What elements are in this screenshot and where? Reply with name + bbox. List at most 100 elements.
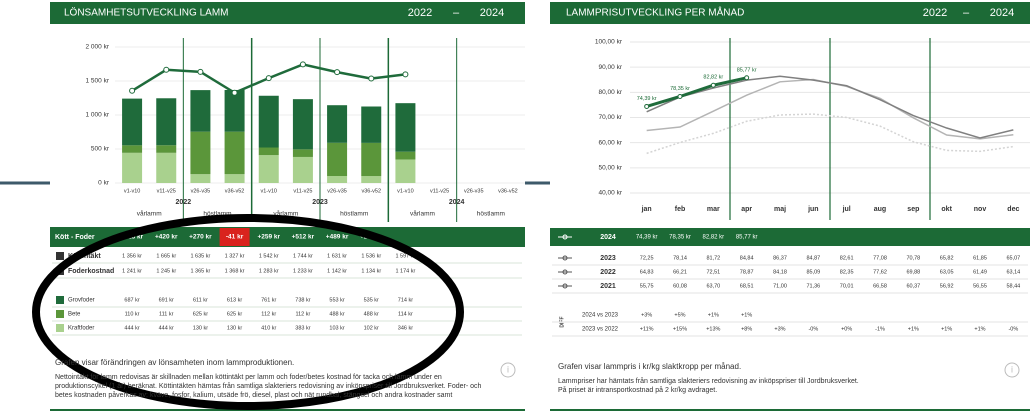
- line-point: [710, 82, 716, 88]
- charts: 0 kr 500 kr 1 000 kr 1 500 kr 2 000 kr v1-v10…: [50, 38, 1030, 337]
- table-cell: 1 356 kr: [122, 253, 142, 259]
- table-cell: +11%: [640, 326, 654, 332]
- table-cell: 1 327 kr: [225, 253, 245, 259]
- x-tick-label: jan: [641, 206, 652, 213]
- table-header: Kött - Foder: [55, 234, 95, 241]
- table-cell: 444 kr: [159, 325, 174, 331]
- x-tick-label: v11-v25: [293, 188, 312, 194]
- table-cell: 63,14: [1006, 269, 1020, 275]
- note-line: På priset är intransportkostnad på 2 kr/…: [558, 387, 718, 394]
- data-label: 85,77 kr: [737, 67, 757, 73]
- table-cell: 84,87: [806, 255, 820, 261]
- table-cell: 1 368 kr: [225, 268, 245, 274]
- y-tick-label: 1 000 kr: [86, 112, 110, 119]
- line-point: [163, 66, 170, 73]
- bar-segment: [190, 131, 211, 175]
- table-cell: 738 kr: [295, 297, 310, 303]
- table-cell: 64,83: [640, 269, 654, 275]
- bar-segment: [292, 156, 313, 183]
- row-icon: [562, 283, 568, 289]
- note-title: Grafen visar förändringen av lönsamheten…: [55, 358, 295, 367]
- line-point: [368, 75, 375, 82]
- bar-segment: [258, 95, 279, 148]
- y-tick-label: 50,00 kr: [599, 165, 623, 172]
- info-icon[interactable]: [1004, 362, 1020, 378]
- bar-segment: [395, 103, 416, 152]
- table-cell: 410 kr: [261, 325, 276, 331]
- table-cell: 625 kr: [193, 311, 208, 317]
- x-tick-label: nov: [974, 206, 987, 213]
- bar-segment: [361, 142, 382, 177]
- row-swatch: [56, 324, 64, 332]
- x-tick-label: v26-v35: [191, 188, 211, 194]
- table-cell: 72,25: [640, 255, 654, 261]
- table-cell: 130 kr: [193, 325, 208, 331]
- x-tick-label: v11-v25: [157, 188, 176, 194]
- table-cell: 55,75: [640, 283, 654, 289]
- table-cell: 56,92: [940, 283, 954, 289]
- note-text: Nettointäkt för lamm redovisas är skilln…: [55, 374, 482, 399]
- x-tick-label: dec: [1007, 206, 1019, 213]
- year-from: 2022: [408, 7, 432, 19]
- table-cell: 625 kr: [227, 311, 242, 317]
- info-icon[interactable]: [500, 362, 516, 378]
- row-swatch: [56, 296, 64, 304]
- x-tick-label: sep: [907, 206, 919, 213]
- table-cell: 66,58: [873, 283, 887, 289]
- bar-segment: [361, 106, 382, 143]
- season-label: vårlamm: [410, 210, 435, 218]
- x-tick-label: v36-v52: [225, 188, 245, 194]
- table-cell: +5%: [674, 312, 685, 318]
- table-cell: 102 kr: [364, 325, 379, 331]
- table-cell: +1%: [741, 312, 752, 318]
- table-cell: 103 kr: [329, 325, 344, 331]
- table-cell: 613 kr: [227, 297, 242, 303]
- info-icon-glyph: i: [1011, 364, 1013, 374]
- left-note: Grafen visar förändringen av lönsamheten…: [55, 358, 495, 400]
- net-cell: +259 kr: [257, 234, 280, 241]
- table-cell: +8%: [741, 326, 752, 332]
- table-cell: 1 283 kr: [259, 268, 279, 274]
- table-cell: +15%: [673, 326, 687, 332]
- bar-segment: [361, 176, 382, 183]
- table-cell: 1 174 kr: [395, 268, 415, 274]
- note-title: Grafen visar lammpris i kr/kg slaktkropp…: [558, 362, 742, 371]
- table-cell: 1 536 kr: [361, 253, 381, 259]
- table-cell: 553 kr: [329, 297, 344, 303]
- table-cell: 691 kr: [159, 297, 174, 303]
- table-cell: -0%: [808, 326, 818, 332]
- panel-title: LÖNSAMHETSUTVECKLING LAMM: [64, 7, 228, 19]
- x-tick-label: v1-v10: [260, 188, 277, 194]
- table-cell: 85,77 kr: [736, 235, 758, 241]
- x-tick-label: v36-v52: [498, 188, 518, 194]
- table-cell: 1 245 kr: [156, 268, 176, 274]
- table-cell: 70,01: [840, 283, 854, 289]
- line: [646, 76, 747, 108]
- x-tick-label: feb: [675, 206, 686, 213]
- table-header-band: [550, 228, 1030, 246]
- table-cell: 71,00: [773, 283, 787, 289]
- table-cell: +1%: [941, 326, 952, 332]
- table-cell: 61,85: [973, 255, 987, 261]
- table-cell: 1 635 kr: [190, 253, 210, 259]
- y-tick-label: 2 000 kr: [86, 44, 110, 51]
- row-label: Bete: [68, 312, 81, 318]
- y-tick-label: 90,00 kr: [599, 64, 623, 71]
- table-cell: 60,37: [906, 283, 920, 289]
- line: [646, 113, 1014, 155]
- table-cell: -0%: [1008, 326, 1018, 332]
- net-cell: +270 kr: [189, 234, 212, 241]
- x-tick-label: v26-v35: [464, 188, 484, 194]
- table-cell: 78,87: [740, 269, 754, 275]
- row-swatch: [56, 310, 64, 318]
- season-label: höstlamm: [477, 211, 505, 218]
- year-dash: –: [963, 7, 970, 19]
- bar-segment: [327, 142, 348, 176]
- bar-segment: [395, 159, 416, 183]
- table-cell: 1 142 kr: [327, 268, 347, 274]
- bar-segment: [327, 175, 348, 183]
- line-point: [334, 69, 341, 76]
- bar-segment: [156, 98, 177, 146]
